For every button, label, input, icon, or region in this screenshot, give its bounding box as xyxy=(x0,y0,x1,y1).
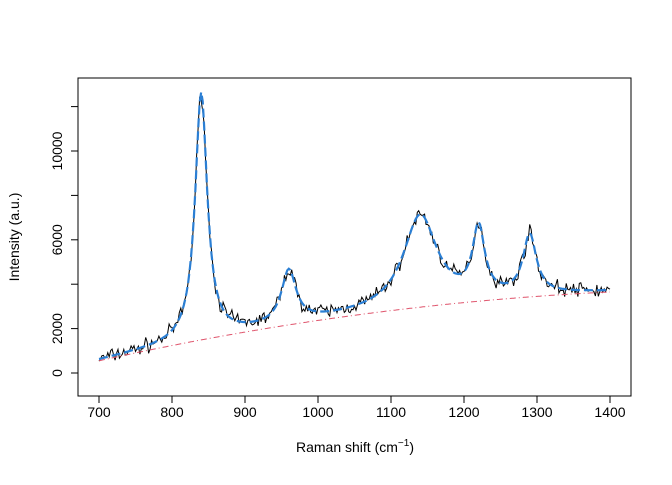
y-tick-label: 2000 xyxy=(49,313,65,344)
x-tick-label: 1300 xyxy=(521,404,552,420)
x-axis: 700 800 900 1000 1100 1200 1300 1400 xyxy=(87,395,626,420)
y-tick-label: 6000 xyxy=(49,224,65,255)
x-tick-label: 800 xyxy=(160,404,184,420)
observed-spectrum-line xyxy=(98,96,611,362)
fitted-curve-line xyxy=(98,91,610,361)
y-axis: 0 2000 6000 10000 xyxy=(49,106,79,377)
x-tick-label: 1200 xyxy=(448,404,479,420)
y-tick-label: 10000 xyxy=(49,131,65,170)
baseline-line xyxy=(98,291,610,362)
x-axis-label: Raman shift (cm−1) xyxy=(296,438,414,455)
plot-frame xyxy=(77,77,632,397)
x-tick-label: 1000 xyxy=(302,404,333,420)
y-tick-label: 0 xyxy=(49,369,65,377)
x-tick-label: 1100 xyxy=(376,404,406,420)
x-tick-label: 700 xyxy=(87,404,111,420)
y-axis-label: Intensity (a.u.) xyxy=(6,193,22,282)
x-tick-label: 1400 xyxy=(594,404,625,420)
x-tick-label: 900 xyxy=(233,404,257,420)
